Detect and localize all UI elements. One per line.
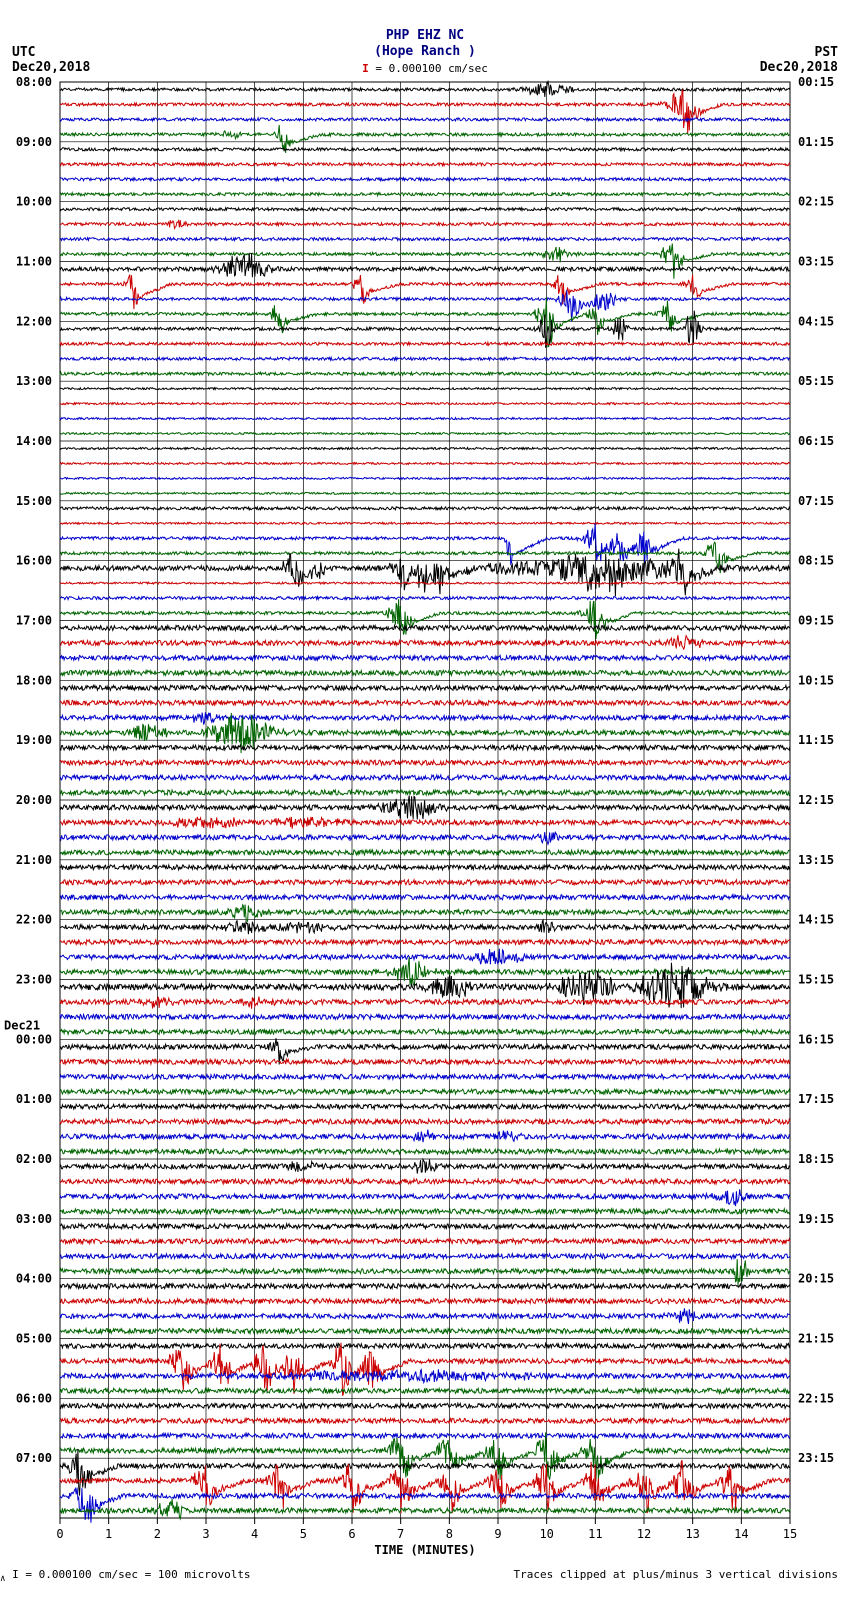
svg-text:05:15: 05:15 xyxy=(798,374,834,388)
svg-text:0: 0 xyxy=(56,1527,63,1541)
svg-text:17:00: 17:00 xyxy=(16,614,52,628)
svg-text:03:00: 03:00 xyxy=(16,1212,52,1226)
svg-text:8: 8 xyxy=(446,1527,453,1541)
svg-text:17:15: 17:15 xyxy=(798,1092,834,1106)
svg-text:13:00: 13:00 xyxy=(16,374,52,388)
svg-text:3: 3 xyxy=(202,1527,209,1541)
svg-text:13: 13 xyxy=(685,1527,699,1541)
svg-text:11: 11 xyxy=(588,1527,602,1541)
svg-text:08:15: 08:15 xyxy=(798,554,834,568)
svg-text:18:15: 18:15 xyxy=(798,1152,834,1166)
svg-text:12:00: 12:00 xyxy=(16,314,52,328)
svg-text:07:15: 07:15 xyxy=(798,494,834,508)
svg-text:23:00: 23:00 xyxy=(16,973,52,987)
svg-text:15: 15 xyxy=(783,1527,797,1541)
footer: ∧ I = 0.000100 cm/sec = 100 microvolts T… xyxy=(0,1560,850,1585)
svg-text:TIME (MINUTES): TIME (MINUTES) xyxy=(374,1543,475,1557)
station-title: PHP EHZ NC (Hope Ranch ) xyxy=(374,28,476,59)
svg-text:19:15: 19:15 xyxy=(798,1212,834,1226)
svg-text:1: 1 xyxy=(105,1527,112,1541)
svg-text:5: 5 xyxy=(300,1527,307,1541)
footer-left-text: = 0.000100 cm/sec = 100 microvolts xyxy=(25,1568,250,1581)
svg-text:06:15: 06:15 xyxy=(798,434,834,448)
svg-text:21:00: 21:00 xyxy=(16,853,52,867)
svg-text:07:00: 07:00 xyxy=(16,1451,52,1465)
footer-clip-note: Traces clipped at plus/minus 3 vertical … xyxy=(513,1568,838,1581)
svg-text:05:00: 05:00 xyxy=(16,1332,52,1346)
left-tz: UTC xyxy=(12,45,35,60)
svg-text:04:15: 04:15 xyxy=(798,314,834,328)
svg-text:02:15: 02:15 xyxy=(798,195,834,209)
svg-text:12: 12 xyxy=(637,1527,651,1541)
svg-text:22:00: 22:00 xyxy=(16,913,52,927)
svg-text:00:00: 00:00 xyxy=(16,1032,52,1046)
header: PHP EHZ NC (Hope Ranch ) I = 0.000100 cm… xyxy=(0,0,850,70)
svg-text:11:00: 11:00 xyxy=(16,255,52,269)
station-name: (Hope Ranch ) xyxy=(374,44,476,59)
seismogram-plot: 0123456789101112131415TIME (MINUTES)08:0… xyxy=(0,70,850,1560)
svg-text:14:00: 14:00 xyxy=(16,434,52,448)
svg-text:20:00: 20:00 xyxy=(16,793,52,807)
svg-text:15:00: 15:00 xyxy=(16,494,52,508)
svg-text:09:15: 09:15 xyxy=(798,614,834,628)
svg-text:9: 9 xyxy=(494,1527,501,1541)
svg-text:23:15: 23:15 xyxy=(798,1451,834,1465)
svg-text:6: 6 xyxy=(348,1527,355,1541)
svg-text:2: 2 xyxy=(154,1527,161,1541)
svg-text:22:15: 22:15 xyxy=(798,1391,834,1405)
svg-text:01:15: 01:15 xyxy=(798,135,834,149)
svg-text:08:00: 08:00 xyxy=(16,75,52,89)
svg-text:06:00: 06:00 xyxy=(16,1391,52,1405)
svg-text:15:15: 15:15 xyxy=(798,973,834,987)
svg-text:4: 4 xyxy=(251,1527,258,1541)
svg-text:12:15: 12:15 xyxy=(798,793,834,807)
svg-text:16:15: 16:15 xyxy=(798,1032,834,1046)
svg-text:13:15: 13:15 xyxy=(798,853,834,867)
svg-text:7: 7 xyxy=(397,1527,404,1541)
svg-text:02:00: 02:00 xyxy=(16,1152,52,1166)
svg-text:11:15: 11:15 xyxy=(798,733,834,747)
svg-text:18:00: 18:00 xyxy=(16,673,52,687)
svg-text:01:00: 01:00 xyxy=(16,1092,52,1106)
station-code: PHP EHZ NC xyxy=(386,28,464,43)
svg-text:20:15: 20:15 xyxy=(798,1272,834,1286)
svg-text:10:15: 10:15 xyxy=(798,673,834,687)
svg-text:16:00: 16:00 xyxy=(16,554,52,568)
seismogram-svg: 0123456789101112131415TIME (MINUTES)08:0… xyxy=(0,70,850,1560)
svg-text:10: 10 xyxy=(539,1527,553,1541)
svg-text:19:00: 19:00 xyxy=(16,733,52,747)
svg-text:04:00: 04:00 xyxy=(16,1272,52,1286)
right-tz: PST xyxy=(815,45,838,60)
svg-text:21:15: 21:15 xyxy=(798,1332,834,1346)
footer-scale: ∧ I = 0.000100 cm/sec = 100 microvolts xyxy=(0,1568,251,1584)
svg-text:10:00: 10:00 xyxy=(16,195,52,209)
svg-text:14: 14 xyxy=(734,1527,748,1541)
svg-text:03:15: 03:15 xyxy=(798,255,834,269)
svg-text:09:00: 09:00 xyxy=(16,135,52,149)
svg-text:Dec21: Dec21 xyxy=(4,1018,40,1032)
svg-text:00:15: 00:15 xyxy=(798,75,834,89)
svg-text:14:15: 14:15 xyxy=(798,913,834,927)
